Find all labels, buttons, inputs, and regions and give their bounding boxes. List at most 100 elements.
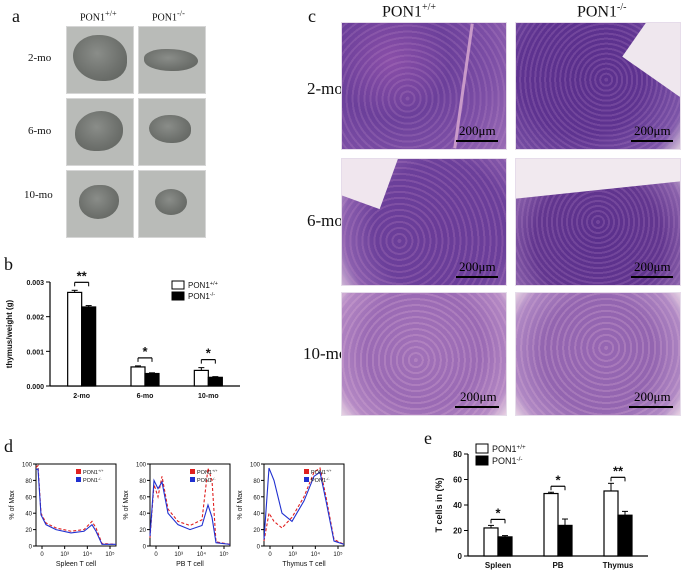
d-xtick-label: 0 (40, 552, 44, 558)
d-legend-label: PON1-/- (83, 477, 102, 484)
panel-a-header-ko: PON1-/- (152, 9, 185, 24)
panel-c-header-ko: PON1-/- (577, 2, 627, 21)
b-legend-swatch (171, 280, 185, 290)
d-ytick-label: 40 (253, 512, 260, 518)
e-category-label: PB (552, 561, 563, 570)
d-ylabel: % of Max (237, 490, 244, 520)
panel-e-chart: 0 20 40 60 80 T cells in (%) Spleen * PB * Thymus *… (434, 443, 648, 570)
scale-label-wt-10mo: 200μm (460, 389, 497, 404)
e-bar (603, 490, 619, 557)
histology-ko-10mo (515, 292, 681, 416)
e-significance: * (495, 505, 501, 520)
d-xtick-label: 10⁴ (83, 551, 93, 558)
panel-e-letter: e (424, 428, 432, 448)
thymus-photo-wt-10mo (66, 170, 134, 238)
histology-wt-6mo (341, 158, 507, 286)
e-legend-swatch (475, 443, 489, 454)
d-ytick-label: 100 (136, 463, 147, 469)
e-category-label: Thymus (603, 561, 634, 570)
d-plot-frame (263, 463, 345, 547)
d-legend-label: PON1-/- (197, 477, 216, 484)
d-ytick-label: 0 (143, 545, 147, 551)
e-ytick-label: 80 (453, 450, 462, 459)
d-xtick-label: 0 (268, 552, 272, 558)
d-xlabel: Spleen T cell (56, 561, 97, 568)
d-ytick-label: 100 (250, 463, 261, 469)
d-ytick-label: 40 (25, 512, 32, 518)
e-ytick-label: 20 (453, 527, 462, 536)
b-category-label: 6-mo (137, 393, 154, 400)
histology-wt-10mo (341, 292, 507, 416)
panel-a-row-label-2mo: 2-mo (28, 52, 52, 64)
panel-a-row-label-10mo: 10-mo (24, 189, 53, 201)
d-xtick-label: 10⁵ (105, 551, 115, 558)
d-ytick-label: 20 (139, 528, 146, 534)
d-ytick-label: 20 (253, 528, 260, 534)
thymus-photo-ko-10mo (138, 170, 206, 238)
d-ytick-label: 80 (139, 479, 146, 485)
d-legend-swatch (304, 477, 309, 482)
d-ytick-label: 60 (25, 495, 32, 501)
b-ylabel: thymus/weight (g) (5, 299, 14, 368)
panel-d-letter: d (4, 436, 13, 456)
d-ytick-label: 0 (257, 545, 261, 551)
scale-label-wt-2mo: 200μm (459, 123, 496, 138)
panel-c-row-label-2mo: 2-mo (307, 79, 343, 98)
panel-c-header-wt: PON1+/+ (382, 2, 437, 21)
thymus-photo-ko-2mo (138, 26, 206, 94)
histology-ko-2mo (515, 22, 681, 150)
panel-a-header-wt: PON1+/+ (80, 9, 117, 24)
b-ytick-label: 0.000 (26, 384, 44, 391)
b-bar (193, 369, 209, 387)
e-legend-label: PON1-/- (492, 456, 522, 466)
b-bar (130, 366, 146, 387)
b-bar (67, 291, 83, 387)
d-legend-swatch (190, 477, 195, 482)
scale-label-ko-6mo: 200μm (634, 259, 671, 274)
d-histogram-wt (35, 464, 117, 545)
scale-label-ko-10mo: 200μm (634, 389, 671, 404)
d-legend-label: PON1-/- (311, 477, 330, 484)
d-ytick-label: 100 (22, 463, 33, 469)
d-xtick-label: 10⁵ (219, 551, 229, 558)
e-legend-label: PON1+/+ (492, 444, 526, 454)
d-histogram-ko (35, 468, 116, 545)
d-xtick-label: 10⁴ (311, 551, 321, 558)
panel-b-chart: 0.000 0.001 0.002 0.003 thymus/weight (g) 2-m… (5, 268, 240, 400)
histology-ko-6mo (515, 158, 681, 286)
e-ylabel: T cells in (%) (434, 477, 444, 532)
d-legend-label: PON1+/+ (83, 469, 104, 476)
d-xlabel: PB T cell (176, 561, 204, 568)
e-ytick-label: 0 (458, 552, 463, 561)
b-legend-swatch (171, 291, 185, 301)
d-xtick-label: 0 (154, 552, 158, 558)
panel-c-letter: c (308, 6, 316, 26)
histology-wt-2mo (341, 22, 507, 150)
e-bar (557, 524, 573, 557)
panel-a-row-label-6mo: 6-mo (28, 125, 52, 137)
d-legend-label: PON1+/+ (311, 469, 332, 476)
b-significance: * (206, 346, 212, 361)
d-plot-frame (149, 463, 231, 547)
d-legend-swatch (304, 469, 309, 474)
d-histogram-wt (263, 467, 345, 545)
d-ytick-label: 20 (25, 528, 32, 534)
d-ytick-label: 40 (139, 512, 146, 518)
b-legend-label: PON1+/+ (188, 281, 218, 290)
d-legend-swatch (76, 469, 81, 474)
thymus-photo-wt-6mo (66, 98, 134, 166)
d-plot-frame (35, 463, 117, 547)
d-ylabel: % of Max (9, 490, 16, 520)
panel-a-letter: a (12, 6, 20, 26)
b-legend-label: PON1-/- (188, 292, 215, 301)
d-ytick-label: 60 (139, 495, 146, 501)
b-bar (207, 376, 223, 387)
panel-d-histograms: 0 20 40 60 80 100 0 10³ 10⁴ 10⁵ % of Max Spleen T c… (9, 463, 345, 568)
d-ytick-label: 80 (25, 479, 32, 485)
d-legend-swatch (190, 469, 195, 474)
d-ytick-label: 0 (29, 545, 33, 551)
d-legend-label: PON1+/+ (197, 469, 218, 476)
thymus-photo-wt-2mo (66, 26, 134, 94)
e-ytick-label: 40 (453, 501, 462, 510)
d-ytick-label: 60 (253, 495, 260, 501)
